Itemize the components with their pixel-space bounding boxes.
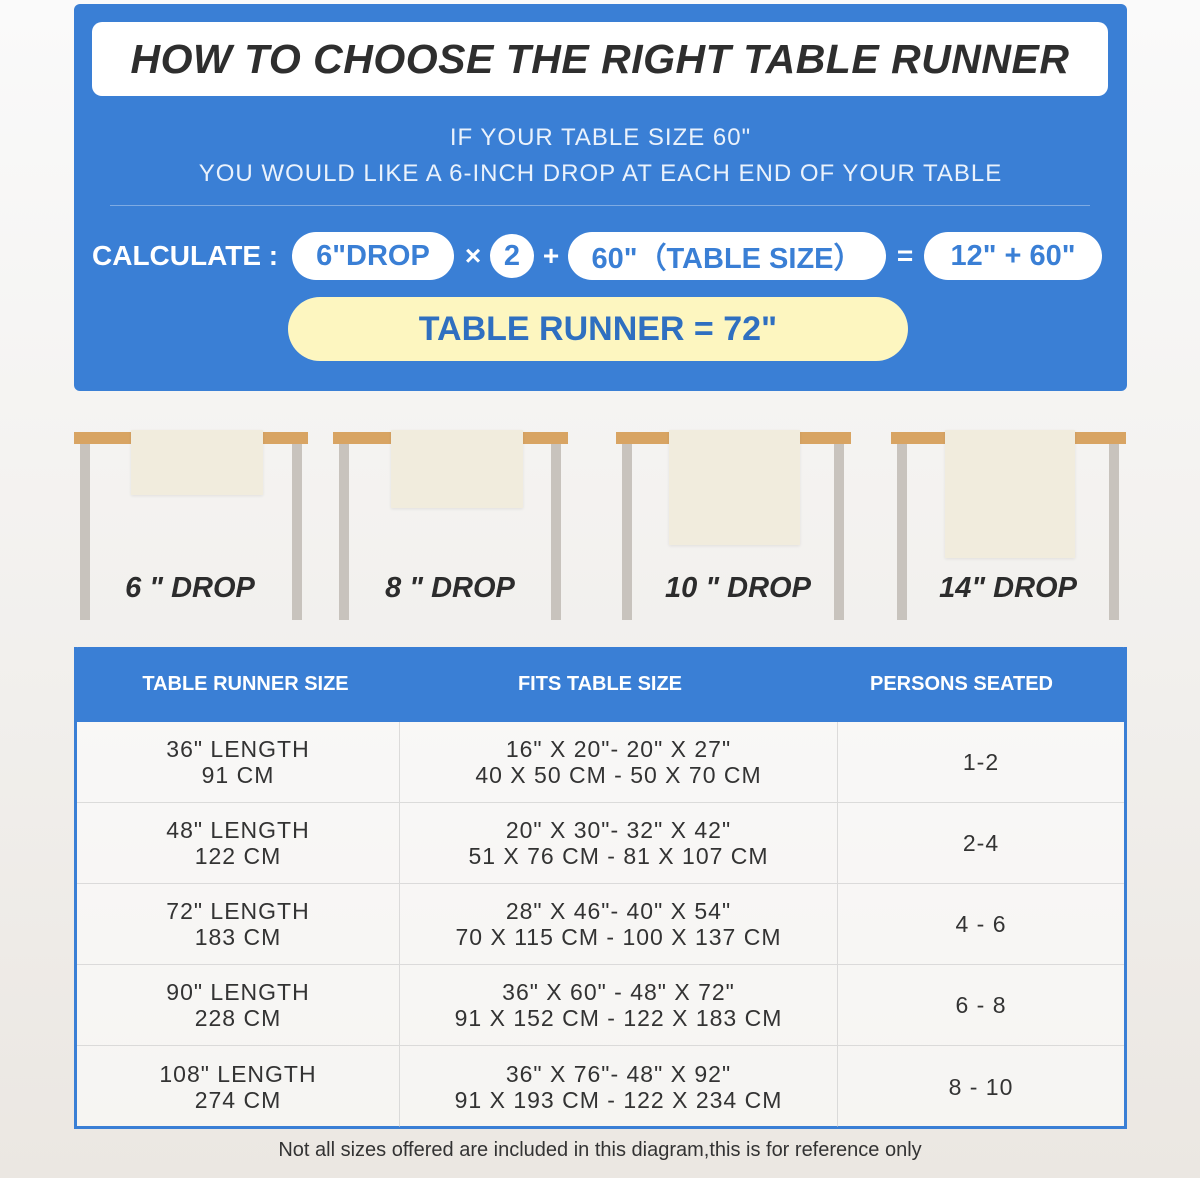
persons-cell: 6 - 8 bbox=[838, 965, 1124, 1045]
divider bbox=[110, 205, 1090, 206]
table-leg bbox=[1109, 444, 1119, 620]
multiplier-pill: 2 bbox=[490, 234, 534, 278]
runner-size-cell: 36" LENGTH 91 CM bbox=[77, 722, 400, 802]
runner-14-drop bbox=[945, 430, 1075, 558]
header-persons-seated: PERSONS SEATED bbox=[870, 673, 1053, 695]
table-leg bbox=[80, 444, 90, 620]
equals-sign: = bbox=[896, 240, 914, 271]
header-fits-table-size: FITS TABLE SIZE bbox=[517, 673, 683, 695]
length-inches: 72" LENGTH bbox=[166, 898, 310, 924]
intro-line-1: IF YOUR TABLE SIZE 60" bbox=[449, 124, 752, 151]
intro-line-2: YOU WOULD LIKE A 6-INCH DROP AT EACH END… bbox=[198, 160, 1003, 187]
persons-cell: 2-4 bbox=[838, 803, 1124, 883]
table-leg bbox=[339, 444, 349, 620]
persons-value: 1-2 bbox=[962, 749, 1000, 775]
header-runner-size: TABLE RUNNER SIZE bbox=[142, 673, 349, 695]
persons-value: 2-4 bbox=[962, 830, 1000, 856]
runner-6-drop bbox=[131, 430, 263, 495]
fit-inches: 16" X 20"- 20" X 27" bbox=[505, 736, 732, 762]
fit-inches: 20" X 30"- 32" X 42" bbox=[505, 817, 732, 843]
table-header bbox=[74, 647, 1127, 722]
table-leg bbox=[622, 444, 632, 620]
fit-cm: 40 X 50 CM - 50 X 70 CM bbox=[475, 762, 762, 788]
persons-value: 4 - 6 bbox=[955, 911, 1007, 937]
table-row: 48" LENGTH 122 CM 20" X 30"- 32" X 42" 51 … bbox=[77, 803, 1124, 884]
runner-10-drop bbox=[669, 430, 800, 545]
fits-table-cell: 20" X 30"- 32" X 42" 51 X 76 CM - 81 X 10… bbox=[400, 803, 838, 883]
fit-cm: 70 X 115 CM - 100 X 137 CM bbox=[455, 924, 782, 950]
table-row: 36" LENGTH 91 CM 16" X 20"- 20" X 27" 40 X… bbox=[77, 722, 1124, 803]
runner-size-cell: 90" LENGTH 228 CM bbox=[77, 965, 400, 1045]
table-row: 108" LENGTH 274 CM 36" X 76"- 48" X 92" 91… bbox=[77, 1046, 1124, 1127]
page-title: HOW TO CHOOSE THE RIGHT TABLE RUNNER bbox=[92, 22, 1108, 96]
fit-inches: 36" X 60" - 48" X 72" bbox=[502, 979, 735, 1005]
table-row: 90" LENGTH 228 CM 36" X 60" - 48" X 72" 91… bbox=[77, 965, 1124, 1046]
fit-cm: 91 X 152 CM - 122 X 183 CM bbox=[454, 1005, 783, 1031]
fits-table-cell: 16" X 20"- 20" X 27" 40 X 50 CM - 50 X 70… bbox=[400, 722, 838, 802]
drop-label-14: 14" DROP bbox=[939, 572, 1077, 604]
fits-table-cell: 28" X 46"- 40" X 54" 70 X 115 CM - 100 X … bbox=[400, 884, 838, 964]
fit-inches: 28" X 46"- 40" X 54" bbox=[505, 898, 732, 924]
fits-table-cell: 36" X 60" - 48" X 72" 91 X 152 CM - 122 X… bbox=[400, 965, 838, 1045]
length-inches: 90" LENGTH bbox=[166, 979, 310, 1005]
length-cm: 183 CM bbox=[194, 924, 282, 950]
fits-table-cell: 36" X 76"- 48" X 92" 91 X 193 CM - 122 X … bbox=[400, 1046, 838, 1127]
runner-size-cell: 72" LENGTH 183 CM bbox=[77, 884, 400, 964]
table-leg bbox=[551, 444, 561, 620]
drop-pill: 6"DROP bbox=[292, 232, 454, 280]
footnote: Not all sizes offered are included in th… bbox=[278, 1139, 922, 1161]
fit-cm: 51 X 76 CM - 81 X 107 CM bbox=[468, 843, 769, 869]
runner-size-cell: 48" LENGTH 122 CM bbox=[77, 803, 400, 883]
drop-label-6: 6 " DROP bbox=[125, 572, 255, 604]
persons-value: 8 - 10 bbox=[948, 1073, 1014, 1100]
length-inches: 108" LENGTH bbox=[159, 1060, 317, 1087]
length-cm: 274 CM bbox=[194, 1086, 282, 1113]
table-leg bbox=[292, 444, 302, 620]
persons-cell: 4 - 6 bbox=[838, 884, 1124, 964]
table-leg bbox=[897, 444, 907, 620]
runner-8-drop bbox=[391, 430, 523, 508]
persons-value: 6 - 8 bbox=[955, 992, 1007, 1018]
calculate-label: CALCULATE : bbox=[92, 240, 279, 271]
table-leg bbox=[834, 444, 844, 620]
length-cm: 91 CM bbox=[201, 762, 275, 788]
fit-cm: 91 X 193 CM - 122 X 234 CM bbox=[454, 1086, 783, 1113]
table-row: 72" LENGTH 183 CM 28" X 46"- 40" X 54" 70 … bbox=[77, 884, 1124, 965]
fit-inches: 36" X 76"- 48" X 92" bbox=[505, 1060, 732, 1087]
times-sign: × bbox=[464, 240, 482, 271]
length-inches: 48" LENGTH bbox=[166, 817, 310, 843]
length-inches: 36" LENGTH bbox=[166, 736, 310, 762]
result-pill: TABLE RUNNER = 72" bbox=[288, 297, 908, 361]
drop-label-10: 10 " DROP bbox=[665, 572, 811, 604]
runner-size-cell: 108" LENGTH 274 CM bbox=[77, 1046, 400, 1127]
sum-pill: 12" + 60" bbox=[924, 232, 1102, 280]
drop-label-8: 8 " DROP bbox=[385, 572, 515, 604]
size-table bbox=[74, 647, 1127, 1129]
persons-cell: 1-2 bbox=[838, 722, 1124, 802]
length-cm: 122 CM bbox=[194, 843, 282, 869]
table-size-pill: 60"（TABLE SIZE） bbox=[568, 232, 886, 280]
persons-cell: 8 - 10 bbox=[838, 1046, 1124, 1127]
plus-sign: + bbox=[542, 240, 560, 271]
length-cm: 228 CM bbox=[194, 1005, 282, 1031]
